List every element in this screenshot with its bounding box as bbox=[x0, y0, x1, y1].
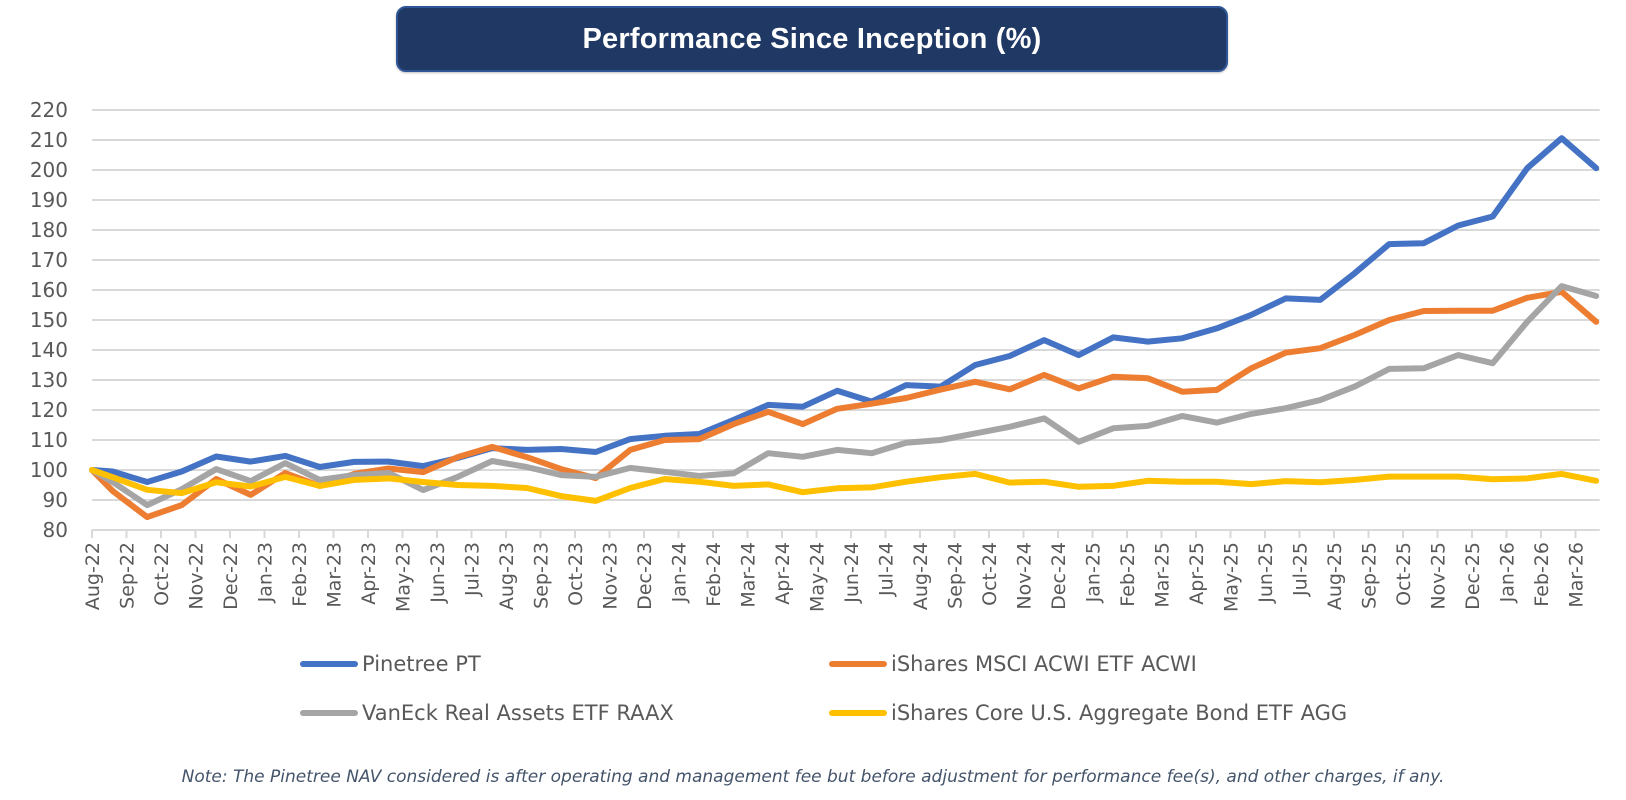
y-tick-label: 80 bbox=[43, 518, 68, 542]
x-tick-label: Mar-23 bbox=[324, 542, 346, 608]
y-tick-label: 160 bbox=[30, 278, 68, 302]
y-tick-label: 110 bbox=[30, 428, 68, 452]
legend-label: iShares MSCI ACWI ETF ACWI bbox=[891, 652, 1197, 676]
x-tick-label: Jun-24 bbox=[841, 542, 863, 604]
legend: Pinetree PT iShares MSCI ACWI ETF ACWI V… bbox=[300, 652, 1347, 725]
x-tick-label: Sep-22 bbox=[117, 542, 139, 609]
x-tick-label: Dec-23 bbox=[634, 542, 656, 610]
legend-item-pinetree[interactable]: Pinetree PT bbox=[300, 652, 481, 676]
x-tick-label: Aug-23 bbox=[496, 542, 518, 610]
y-tick-label: 90 bbox=[43, 488, 68, 512]
gridlines bbox=[92, 109, 1600, 531]
x-tick-label: Dec-22 bbox=[220, 542, 242, 610]
legend-label: VanEck Real Assets ETF RAAX bbox=[362, 701, 674, 725]
x-tick-label: Apr-24 bbox=[772, 542, 794, 605]
legend-item-acwi[interactable]: iShares MSCI ACWI ETF ACWI bbox=[829, 652, 1197, 676]
x-tick-label: Sep-25 bbox=[1359, 542, 1381, 609]
x-tick-label: Jun-23 bbox=[427, 542, 449, 604]
x-tick-label: Oct-22 bbox=[151, 542, 173, 606]
x-tick-label: Feb-24 bbox=[703, 542, 725, 607]
x-tick-label: Dec-24 bbox=[1048, 542, 1070, 610]
legend-swatch-agg bbox=[829, 710, 887, 716]
x-tick-label: Oct-25 bbox=[1393, 542, 1415, 606]
x-tick-label: Aug-25 bbox=[1324, 542, 1346, 610]
series-line-vaneck-real-assets-etf-raax bbox=[89, 283, 1600, 509]
series-lines bbox=[89, 135, 1600, 521]
x-tick-label: Sep-23 bbox=[531, 542, 553, 609]
y-tick-label: 220 bbox=[30, 98, 68, 122]
y-tick-label: 130 bbox=[30, 368, 68, 392]
legend-swatch-raax bbox=[300, 710, 358, 716]
x-tick-label: Apr-23 bbox=[358, 542, 380, 605]
chart-title-banner: Performance Since Inception (%) bbox=[396, 6, 1228, 72]
legend-swatch-acwi bbox=[829, 661, 887, 667]
x-tick-label: Feb-25 bbox=[1117, 542, 1139, 607]
y-tick-label: 120 bbox=[30, 398, 68, 422]
x-tick-label: Mar-25 bbox=[1152, 542, 1174, 608]
x-tick-label: Jul-25 bbox=[1290, 542, 1312, 597]
x-tick-label: Nov-22 bbox=[186, 542, 208, 610]
x-tick-label: Mar-26 bbox=[1566, 542, 1588, 608]
legend-item-raax[interactable]: VanEck Real Assets ETF RAAX bbox=[300, 701, 674, 725]
x-tick-label: Jun-25 bbox=[1255, 542, 1277, 604]
y-tick-label: 140 bbox=[30, 338, 68, 362]
x-tick-label: Jan-23 bbox=[255, 542, 277, 603]
y-tick-label: 100 bbox=[30, 458, 68, 482]
y-axis-tick-labels: 80 90 100 110 120 130 140 150 160 170 180 190 200 210… bbox=[30, 98, 68, 542]
x-tick-label: Dec-25 bbox=[1462, 542, 1484, 610]
x-tick-label: Jan-26 bbox=[1497, 542, 1519, 603]
y-tick-label: 200 bbox=[30, 158, 68, 182]
x-tick-label: May-23 bbox=[393, 542, 415, 612]
x-tick-label: Oct-23 bbox=[565, 542, 587, 606]
x-tick-label: Sep-24 bbox=[945, 542, 967, 609]
x-tick-label: Apr-25 bbox=[1186, 542, 1208, 605]
line-chart: 80 90 100 110 120 130 140 150 160 170 180 190 200 210… bbox=[30, 98, 1600, 612]
x-tick-label: Nov-23 bbox=[600, 542, 622, 610]
x-axis: Aug-22 Sep-22 Oct-22 Nov-22 Dec-22 Jan-23 Feb-… bbox=[82, 529, 1600, 612]
x-tick-label: Nov-25 bbox=[1428, 542, 1450, 610]
legend-swatch-pinetree bbox=[300, 661, 358, 667]
legend-label: iShares Core U.S. Aggregate Bond ETF AGG bbox=[891, 701, 1348, 725]
y-tick-label: 170 bbox=[30, 248, 68, 272]
x-tick-label: Feb-26 bbox=[1531, 542, 1553, 607]
y-tick-label: 210 bbox=[30, 128, 68, 152]
x-tick-label: Aug-22 bbox=[82, 542, 104, 610]
x-tick-label: Jan-25 bbox=[1083, 542, 1105, 603]
series-line-ishares-core-u-s-aggregate-bond-etf-agg bbox=[89, 467, 1600, 504]
x-tick-label: Oct-24 bbox=[979, 542, 1001, 606]
x-tick-label: Jul-23 bbox=[462, 542, 484, 597]
x-tick-label: Jul-24 bbox=[876, 542, 898, 597]
y-tick-label: 150 bbox=[30, 308, 68, 332]
x-tick-label: Mar-24 bbox=[738, 542, 760, 608]
x-tick-label: Nov-24 bbox=[1014, 542, 1036, 610]
legend-item-agg[interactable]: iShares Core U.S. Aggregate Bond ETF AGG bbox=[829, 701, 1347, 725]
x-tick-label: May-24 bbox=[807, 542, 829, 612]
x-tick-label: May-25 bbox=[1221, 542, 1243, 612]
y-tick-label: 190 bbox=[30, 188, 68, 212]
footnote: Note: The Pinetree NAV considered is aft… bbox=[181, 767, 1445, 787]
series-line-pinetree-pt bbox=[89, 135, 1600, 485]
x-tick-label: Jan-24 bbox=[669, 542, 691, 603]
x-tick-label: Aug-24 bbox=[910, 542, 932, 610]
chart-title: Performance Since Inception (%) bbox=[582, 22, 1042, 55]
y-tick-label: 180 bbox=[30, 218, 68, 242]
legend-label: Pinetree PT bbox=[362, 652, 481, 676]
x-tick-label: Feb-23 bbox=[289, 542, 311, 607]
